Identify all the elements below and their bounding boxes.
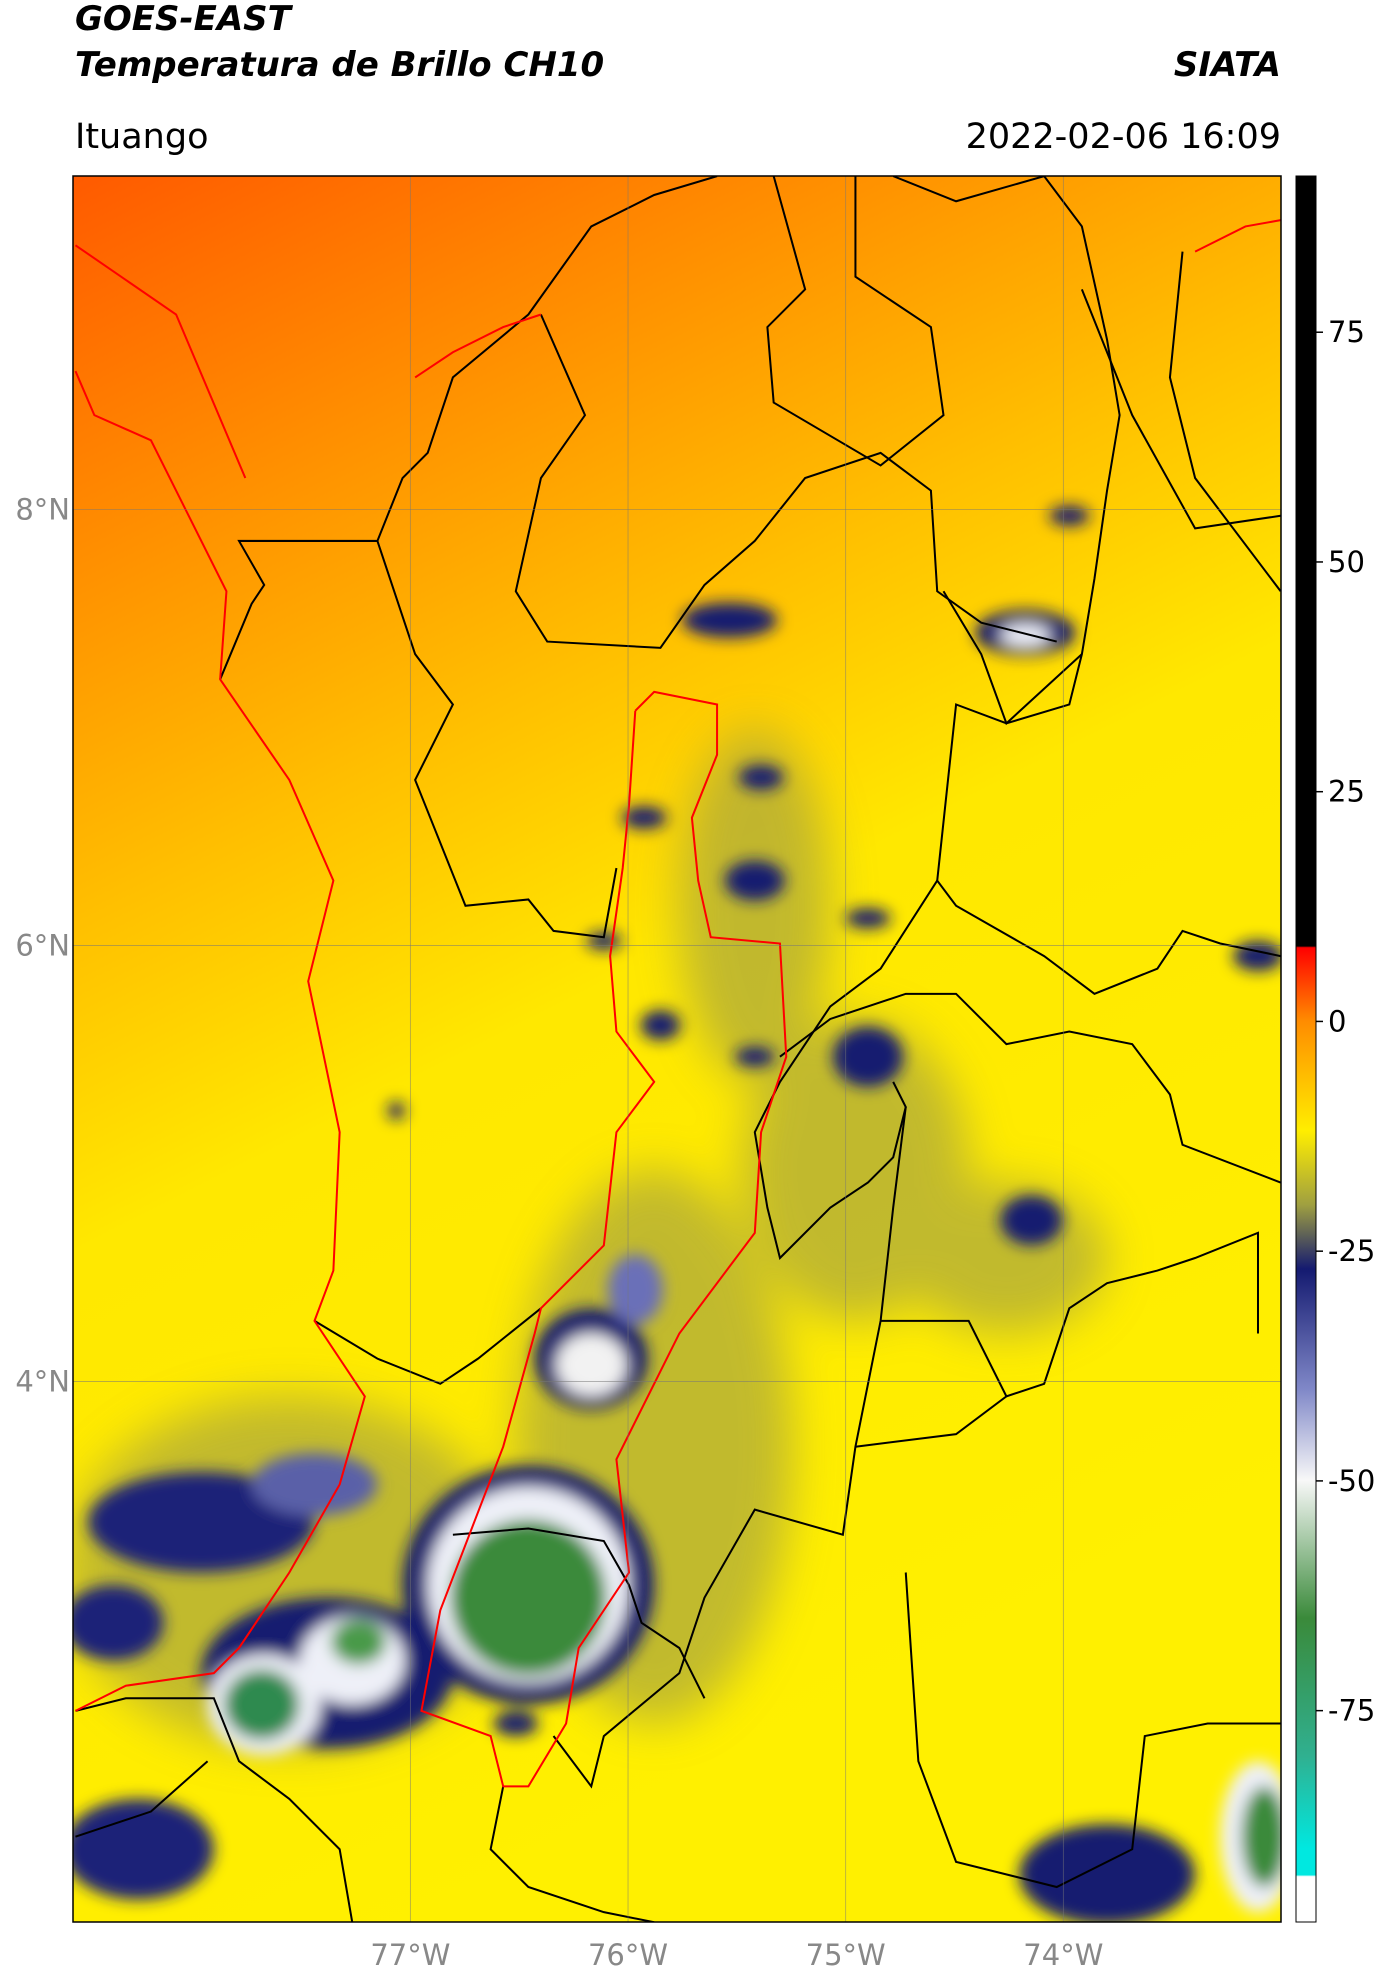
map [73,176,1281,1922]
colorbar-tick-label: 75 [1328,315,1365,349]
y-tick-label: 6°N [15,928,70,962]
subtitle: Temperatura de Brillo CH10 [75,45,604,85]
location: Ituango [75,117,209,157]
x-tick-label: 76°W [588,1938,668,1972]
grid [73,176,1281,1922]
y-tick-label: 8°N [15,493,70,527]
x-tick-label: 75°W [806,1938,886,1972]
y-tick-label: 4°N [15,1364,70,1398]
datetime: 2022-02-06 16:09 [966,117,1281,157]
map-frame [72,175,1282,1923]
colorbar-tick-label: -25 [1328,1234,1375,1268]
colorbar-tick-label: -50 [1328,1464,1375,1498]
source: SIATA [1174,45,1281,85]
colorbar [1295,175,1317,1923]
boundaries [75,176,1281,1922]
colorbar-tick-label: -75 [1328,1694,1375,1728]
boundaries-red [74,219,1281,1788]
title: GOES-EAST [75,0,294,39]
x-tick-label: 77°W [370,1938,450,1972]
colorbar-tick-label: 0 [1328,1004,1346,1038]
colorbar-tick-label: 50 [1328,545,1365,579]
x-tick-label: 74°W [1023,1938,1103,1972]
colorbar-tick-label: 25 [1328,775,1365,809]
